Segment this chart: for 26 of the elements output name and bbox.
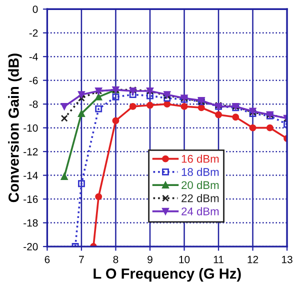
legend-label: 20 dBm xyxy=(182,180,219,190)
y-tick-label: -6 xyxy=(29,76,38,84)
x-tick-label: 9 xyxy=(148,256,152,264)
x-tick-label: 12 xyxy=(248,256,258,264)
y-tick-label: -2 xyxy=(29,29,38,37)
y-axis-title: Conversion Gain (dB) xyxy=(8,54,22,202)
y-tick-label: -8 xyxy=(29,100,38,108)
y-tick-label: -20 xyxy=(24,243,38,250)
legend-label: 16 dBm xyxy=(182,154,219,163)
y-tick-label: -12 xyxy=(24,148,38,156)
y-tick-label: -10 xyxy=(24,124,38,132)
x-tick-label: 11 xyxy=(214,256,224,264)
x-tick-label: 8 xyxy=(113,256,118,264)
x-tick-label: 7 xyxy=(79,256,84,264)
y-tick-label: -4 xyxy=(29,53,38,60)
legend-label: 18 dBm xyxy=(182,168,219,176)
y-tick-label: -14 xyxy=(24,172,38,180)
legend-label: 24 dBm xyxy=(182,207,219,216)
x-tick-label: 10 xyxy=(179,256,190,264)
x-axis-title: L O Frequency (G Hz) xyxy=(94,268,241,282)
y-tick-label: -16 xyxy=(24,196,38,203)
y-tick-label: 0 xyxy=(32,6,38,13)
x-tick-label: 13 xyxy=(282,256,292,264)
legend-label: 22 dBm xyxy=(182,194,219,202)
x-tick-label: 6 xyxy=(44,256,50,264)
y-tick-label: -18 xyxy=(24,219,38,227)
